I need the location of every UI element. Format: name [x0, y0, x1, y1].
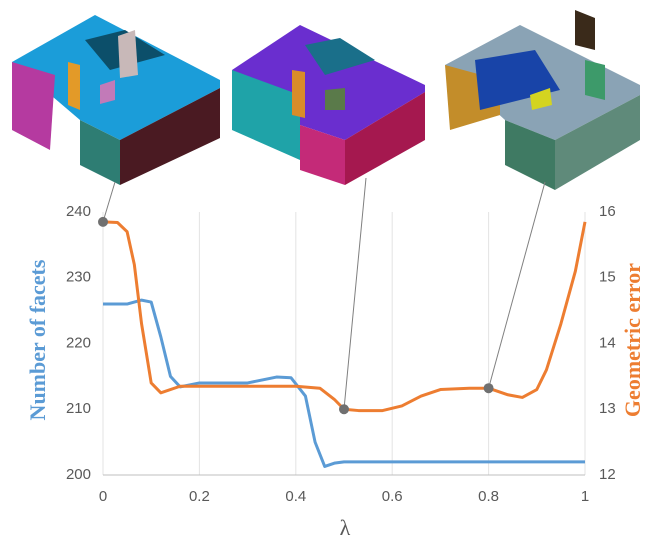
x-tick-label: 1 — [581, 488, 589, 505]
y-tick-label: 220 — [66, 334, 91, 351]
line-series — [103, 300, 585, 466]
marker-point — [98, 217, 108, 227]
chart: λ Number of facets Geometric error 0 0.2 0… — [0, 0, 653, 547]
x-axis-label: λ — [340, 515, 351, 540]
y2-axis-label: Geometric error — [620, 263, 645, 417]
leader-line — [344, 178, 366, 409]
x-tick-label: 0 — [99, 488, 107, 505]
y2-tick-label: 15 — [599, 269, 616, 286]
x-tick-label: 0.6 — [382, 488, 403, 505]
y-tick-label: 240 — [66, 203, 91, 220]
y-tick-label: 230 — [66, 269, 91, 286]
marker-point — [339, 404, 349, 414]
y-axis-label: Number of facets — [25, 259, 50, 420]
y2-tick-label: 13 — [599, 400, 616, 417]
y2-tick-label: 16 — [599, 203, 616, 220]
leader-line — [489, 182, 545, 388]
x-tick-label: 0.4 — [285, 488, 306, 505]
y-tick-label: 210 — [66, 400, 91, 417]
model-left — [12, 15, 220, 185]
model-middle — [232, 25, 425, 185]
x-tick-label: 0.8 — [478, 488, 499, 505]
marker-point — [484, 383, 494, 393]
y2-tick-label: 14 — [599, 334, 616, 351]
x-tick-label: 0.2 — [189, 488, 210, 505]
y2-tick-label: 12 — [599, 466, 616, 483]
model-right — [445, 10, 640, 190]
y-tick-label: 200 — [66, 466, 91, 483]
leader-line — [103, 182, 115, 222]
